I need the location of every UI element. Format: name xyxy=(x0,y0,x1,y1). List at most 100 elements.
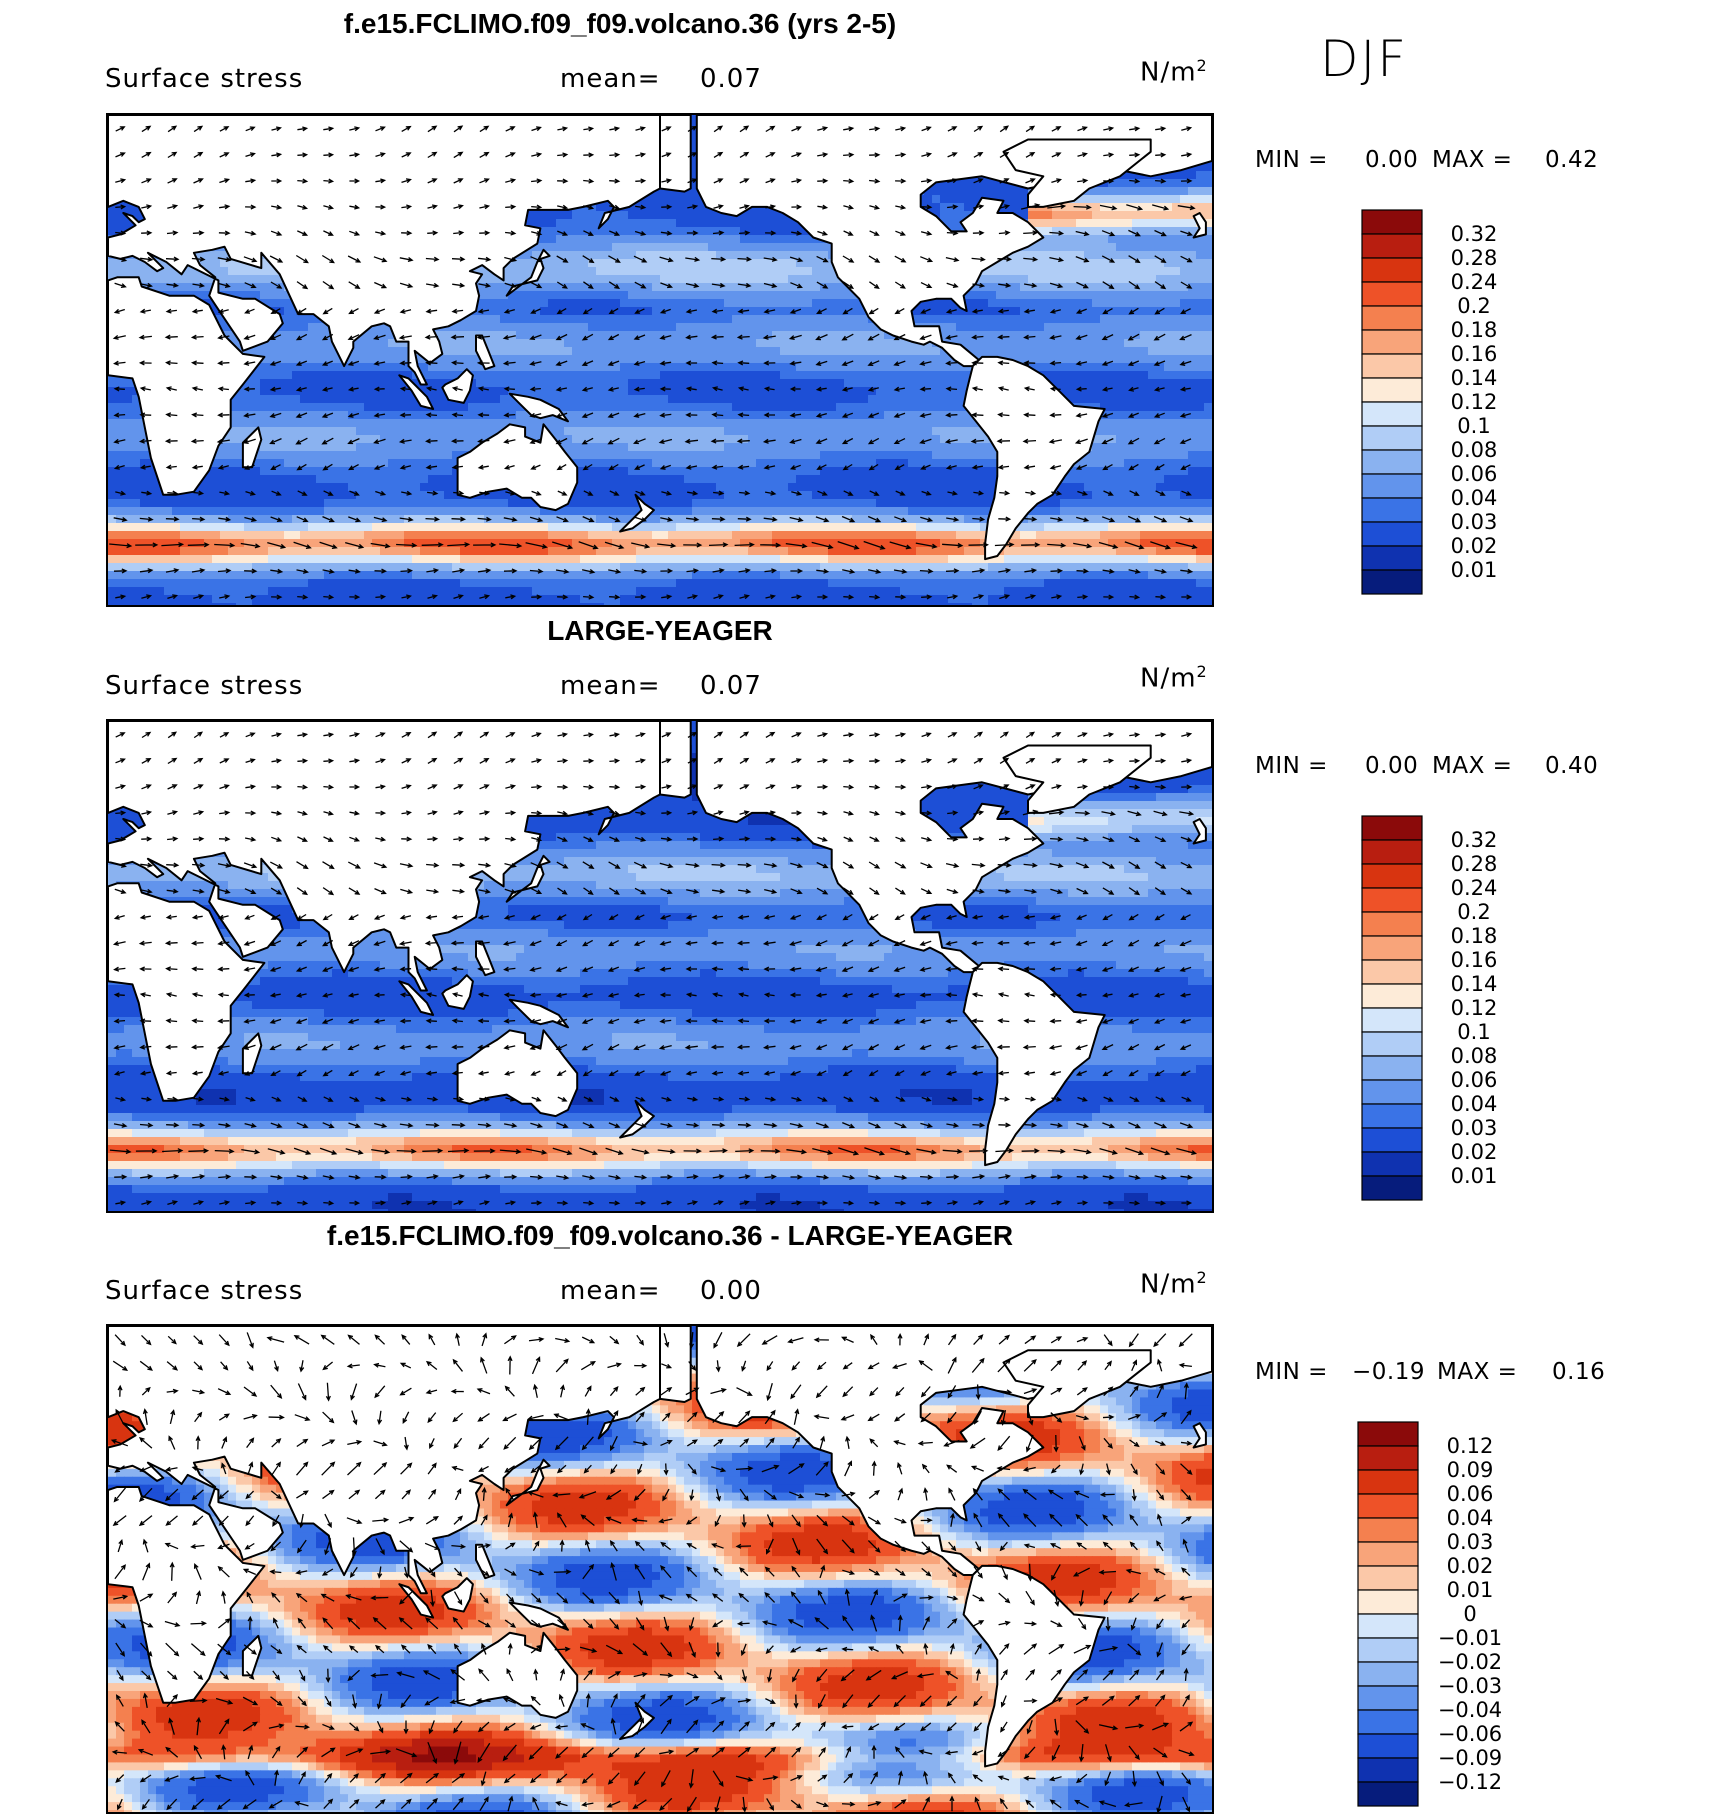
field-cell xyxy=(1100,323,1109,332)
field-cell xyxy=(556,283,565,292)
field-cell xyxy=(148,275,157,284)
field-cell xyxy=(540,371,549,380)
field-cell xyxy=(772,275,781,284)
field-cell xyxy=(684,331,693,340)
field-cell xyxy=(516,307,525,316)
field-cell xyxy=(1204,187,1212,196)
field-cell xyxy=(676,363,685,372)
field-cell xyxy=(1180,371,1189,380)
field-cell xyxy=(1092,195,1101,204)
field-cell xyxy=(372,363,381,372)
field-cell xyxy=(252,291,261,300)
field-cell xyxy=(1084,395,1093,404)
field-cell xyxy=(668,187,677,196)
field-cell xyxy=(532,211,541,220)
field-cell xyxy=(940,363,949,372)
field-cell xyxy=(676,219,685,228)
field-cell xyxy=(724,267,733,276)
field-cell xyxy=(1028,267,1037,276)
field-cell xyxy=(660,187,669,196)
field-cell xyxy=(212,267,221,276)
field-cell xyxy=(860,315,869,324)
field-cell xyxy=(548,259,557,268)
field-cell xyxy=(588,291,597,300)
field-cell xyxy=(588,307,597,316)
field-cell xyxy=(1116,299,1125,308)
field-cell xyxy=(628,379,637,388)
field-cell xyxy=(300,355,309,364)
field-cell xyxy=(1012,323,1021,332)
field-cell xyxy=(1020,331,1029,340)
field-cell xyxy=(612,355,621,364)
field-cell xyxy=(644,315,653,324)
field-cell xyxy=(516,267,525,276)
field-cell xyxy=(652,379,661,388)
field-cell xyxy=(636,251,645,260)
field-cell xyxy=(692,363,701,372)
field-cell xyxy=(1180,291,1189,300)
field-cell xyxy=(812,395,821,404)
field-cell xyxy=(580,347,589,356)
field-cell xyxy=(772,211,781,220)
field-cell xyxy=(924,355,933,364)
field-cell xyxy=(996,291,1005,300)
field-cell xyxy=(1172,171,1181,180)
field-cell xyxy=(348,379,357,388)
field-cell xyxy=(980,347,989,356)
field-cell xyxy=(492,291,501,300)
field-cell xyxy=(604,259,613,268)
field-cell xyxy=(1188,371,1197,380)
field-cell xyxy=(292,347,301,356)
field-cell xyxy=(756,355,765,364)
field-cell xyxy=(1068,243,1077,252)
field-cell xyxy=(868,331,877,340)
field-cell xyxy=(116,387,125,396)
field-cell xyxy=(284,395,293,404)
field-cell xyxy=(1044,315,1053,324)
field-cell xyxy=(1180,379,1189,388)
field-cell xyxy=(1172,299,1181,308)
field-cell xyxy=(116,395,125,404)
field-cell xyxy=(708,331,717,340)
field-cell xyxy=(644,259,653,268)
field-cell xyxy=(132,211,141,220)
field-cell xyxy=(948,323,957,332)
field-cell xyxy=(1196,355,1205,364)
field-cell xyxy=(748,299,757,308)
field-cell xyxy=(764,251,773,260)
field-cell xyxy=(916,371,925,380)
field-cell xyxy=(1204,355,1212,364)
field-cell xyxy=(276,371,285,380)
field-cell xyxy=(604,307,613,316)
field-cell xyxy=(668,251,677,260)
field-cell xyxy=(260,283,269,292)
field-cell xyxy=(1116,371,1125,380)
field-cell xyxy=(284,323,293,332)
field-cell xyxy=(668,387,677,396)
field-cell xyxy=(708,211,717,220)
field-cell xyxy=(1172,267,1181,276)
field-cell xyxy=(260,363,269,372)
field-cell xyxy=(572,363,581,372)
field-cell xyxy=(564,283,573,292)
field-cell xyxy=(956,331,965,340)
field-cell xyxy=(964,187,973,196)
field-cell xyxy=(684,315,693,324)
field-cell xyxy=(540,235,549,244)
field-cell xyxy=(860,371,869,380)
field-cell xyxy=(788,251,797,260)
field-cell xyxy=(1172,283,1181,292)
field-cell xyxy=(924,299,933,308)
field-cell xyxy=(572,243,581,252)
field-cell xyxy=(564,355,573,364)
field-cell xyxy=(436,395,445,404)
field-cell xyxy=(1132,299,1141,308)
field-cell xyxy=(580,331,589,340)
field-cell xyxy=(316,331,325,340)
field-cell xyxy=(1100,195,1109,204)
field-cell xyxy=(1020,203,1029,212)
field-cell xyxy=(668,331,677,340)
field-cell xyxy=(1092,307,1101,316)
field-cell xyxy=(1076,379,1085,388)
field-cell xyxy=(548,347,557,356)
